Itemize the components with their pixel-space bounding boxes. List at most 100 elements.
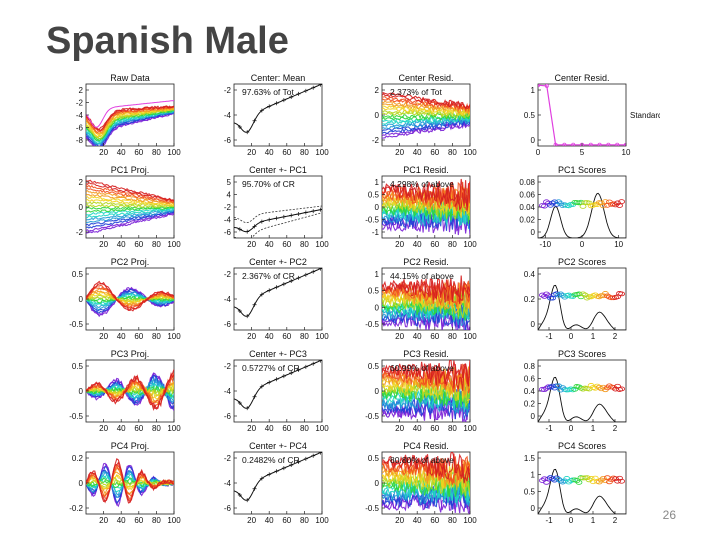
panel-subtitle: 60.99% of above (390, 363, 454, 373)
y-tick-label: -6 (224, 228, 232, 237)
mean-marker (252, 118, 257, 123)
x-tick-label: 20 (247, 424, 256, 433)
x-tick-label: 0 (569, 424, 574, 433)
mean-marker (245, 314, 250, 319)
score-point (553, 291, 561, 297)
x-tick-label: 80 (300, 240, 309, 249)
slide-title: Spanish Male (46, 20, 289, 62)
y-tick-label: 1 (531, 471, 536, 480)
score-point (553, 475, 561, 481)
mean-marker (303, 88, 308, 93)
chart-panel: PC2 Resid. 44.15% of above 1 0.5 0 -0.5 20 40 60… (365, 257, 477, 341)
series-line (382, 122, 470, 139)
x-tick-label: 20 (99, 332, 108, 341)
plot-area (234, 360, 322, 411)
mean-marker (303, 210, 308, 215)
mean-curve (234, 452, 322, 501)
density-curve (538, 376, 626, 422)
plot-area (86, 458, 174, 508)
x-tick-label: 1 (591, 516, 596, 525)
x-tick-label: 100 (463, 148, 477, 157)
x-tick-label: 60 (430, 332, 439, 341)
mean-marker (296, 367, 301, 372)
mean-marker (318, 452, 322, 455)
panel-title: PC1 Resid. (403, 165, 449, 175)
plot-frame (233, 83, 323, 147)
y-tick-label: 0 (375, 111, 380, 120)
x-tick-label: 80 (152, 516, 161, 525)
series-line (86, 203, 174, 209)
panel-subtitle: 0.5727% of CR (242, 363, 300, 373)
score-point (555, 292, 563, 298)
y-tick-label: 0 (531, 320, 536, 329)
chart-panel: PC3 Scores 0.8 0.6 0.4 0.2 0 -1 0 1 2 (524, 349, 627, 433)
mean-marker (274, 377, 279, 382)
mean-marker (267, 472, 272, 477)
plot-area (382, 178, 470, 236)
y-tick-label: -2 (224, 86, 232, 95)
score-point (583, 295, 591, 301)
y-tick-label: -0.5 (365, 320, 379, 329)
y-tick-label: -4 (224, 479, 232, 488)
series-line (382, 181, 470, 213)
scree-point (597, 142, 602, 146)
mean-marker (281, 214, 286, 219)
x-tick-label: 60 (134, 516, 143, 525)
series-line (86, 179, 174, 202)
x-tick-label: 100 (167, 240, 181, 249)
score-point (549, 200, 556, 206)
x-tick-label: 20 (395, 516, 404, 525)
plot-frame (233, 451, 323, 515)
y-tick-label: -0.5 (365, 412, 379, 421)
chart-panel: Center +- PC1 95.70% of CR 5 4 -2 -4 -6 20 40 60 8… (224, 165, 329, 249)
panel-title: PC1 Proj. (111, 165, 150, 175)
mean-curve (234, 268, 322, 317)
series-line (86, 184, 174, 203)
series-line (86, 206, 174, 213)
mean-marker (303, 272, 308, 277)
panel-title: Center +- PC1 (249, 165, 307, 175)
x-tick-label: 80 (448, 516, 457, 525)
x-tick-label: -1 (545, 332, 553, 341)
panel-title: PC1 Scores (558, 165, 607, 175)
density-curve (538, 468, 626, 514)
series-line (86, 209, 174, 224)
panel-title: Center +- PC3 (249, 349, 307, 359)
mean-marker (274, 101, 279, 106)
x-tick-label: 1 (591, 332, 596, 341)
series-line (382, 453, 470, 484)
panel-subtitle: 95.70% of CR (242, 179, 295, 189)
score-point (595, 384, 603, 390)
x-tick-label: 0 (569, 516, 574, 525)
mean-marker (252, 224, 257, 229)
chart-panel: Center Resid. Standard P 1 0.5 00 5 10 (524, 73, 670, 157)
series-line (382, 275, 470, 304)
y-tick-label: 0.2 (524, 295, 536, 304)
series-line (86, 201, 174, 207)
score-point (557, 478, 565, 484)
mean-marker (252, 394, 257, 399)
x-tick-label: 5 (580, 148, 585, 157)
chart-panel: PC4 Resid. 80.80% of above 0.5 0 -0.5 20 40 60 8… (365, 441, 477, 525)
y-tick-label: 0 (79, 203, 84, 212)
x-tick-label: 80 (300, 516, 309, 525)
panel-subtitle: 97.63% of Tot (242, 87, 294, 97)
series-line (86, 293, 174, 304)
x-tick-label: 40 (117, 148, 126, 157)
plot-area (538, 468, 626, 514)
series-line (86, 286, 174, 308)
x-tick-label: 40 (413, 424, 422, 433)
y-tick-label: 0.04 (519, 203, 535, 212)
y-tick-label: -2 (76, 228, 84, 237)
x-tick-label: 100 (315, 240, 329, 249)
y-tick-label: 0.5 (72, 362, 84, 371)
x-tick-label: 100 (167, 148, 181, 157)
score-point (591, 475, 599, 481)
score-point (612, 476, 619, 482)
x-tick-label: 2 (613, 516, 618, 525)
x-tick-label: 100 (315, 424, 329, 433)
x-tick-label: 80 (448, 424, 457, 433)
pca-chart-grid: Raw Data 2 -2 -4 -6 -8 20 40 60 80 100 Center: Mean… (60, 72, 670, 532)
mean-marker (318, 360, 322, 363)
